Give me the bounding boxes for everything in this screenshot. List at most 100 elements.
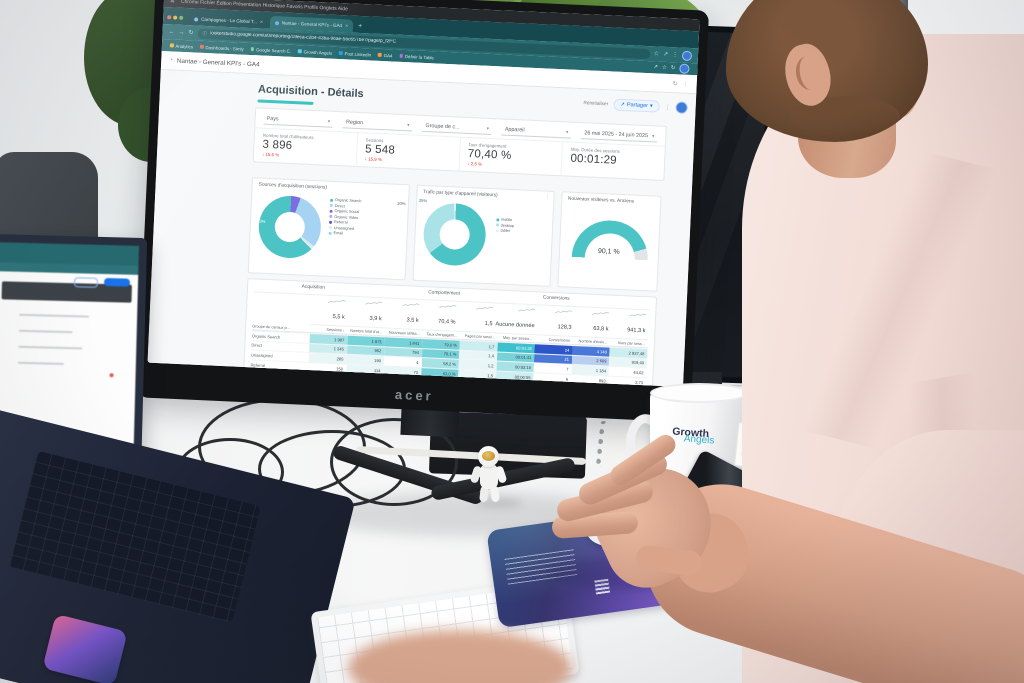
chevron-down-icon: ▾ [649, 103, 653, 110]
bookmark-label: Growth Angels [303, 48, 333, 56]
close-window-icon[interactable] [167, 15, 172, 20]
extensions-icon[interactable]: ↗ [662, 51, 669, 58]
legend-swatch-icon [330, 198, 334, 202]
table-cell: 24 [534, 344, 573, 355]
column-header[interactable]: Moy. par sessio... [502, 335, 533, 341]
bookmark-favicon-icon [399, 54, 404, 58]
donut-chart [257, 194, 323, 260]
table-cell: 952 [346, 345, 385, 356]
table-cell: 00:01:35 [497, 342, 536, 353]
filter-control[interactable]: Pays ▾ [263, 113, 334, 128]
tab-close-icon[interactable]: × [345, 22, 349, 29]
reload-icon[interactable]: ↻ [188, 30, 194, 37]
site-info-icon[interactable]: ⓘ [202, 30, 208, 36]
table-cell: 21 [534, 353, 573, 365]
legend-item: desktop [495, 223, 514, 228]
apple-menu-icon[interactable]: ⌘ [169, 0, 176, 5]
filter-kpi-panel: Pays ▾ Region ▾ Groupe de c... ▾ Apparei… [252, 107, 667, 181]
table-cell: 63,0 % [420, 367, 459, 379]
donut-label: 64% [537, 270, 546, 276]
column-header[interactable]: Vues par sess... [617, 340, 645, 346]
table-cell: 4 [533, 383, 571, 387]
column-header[interactable]: Nombre d'évén... [578, 338, 608, 345]
refresh-icon[interactable]: ↻ [672, 80, 678, 87]
report-menu-icon[interactable]: ⋮ [664, 104, 671, 111]
column-header[interactable]: Nombre total d'ut... [350, 328, 383, 334]
history-clock-icon[interactable]: ◔ [169, 57, 174, 64]
mug-rim [650, 383, 748, 403]
table-cell: 54,1 % [420, 377, 459, 387]
sync-icon[interactable]: ↻ [670, 65, 676, 72]
column-header[interactable]: Groupe de canaux p... [252, 323, 290, 330]
mug-logo-text: Angels [683, 433, 715, 447]
new-tab-icon[interactable]: + [357, 22, 363, 31]
cable [330, 418, 458, 506]
browser-profile-avatar[interactable] [681, 50, 693, 61]
forward-icon[interactable]: → [178, 29, 185, 36]
column-header[interactable]: Taux d'engagem... [426, 331, 458, 338]
laptop-outline-button [73, 277, 99, 288]
legend-item: Organic Video [329, 214, 361, 220]
bookmark-label: Google Search C. [256, 46, 292, 54]
bookmark-item[interactable]: Google Search C. [250, 46, 292, 54]
tab-title: Campagnes - Le Global T... [201, 16, 258, 25]
bookmark-favicon-icon [199, 44, 204, 49]
sparkline-icon [592, 311, 610, 315]
table-cell: 794 [384, 346, 423, 358]
bookmark-item[interactable]: Analytics [169, 43, 193, 49]
chart-title: Sources d'acquisition (sessions) [258, 182, 328, 191]
chart-card-device-traffic: Trafic par type d'appareil (visiteurs) ⋮… [412, 184, 555, 287]
summary-value: 941,3 k [626, 327, 646, 335]
tab-close-icon[interactable]: × [259, 18, 263, 26]
legend-swatch-icon [329, 203, 333, 207]
bookmark-favicon-icon [298, 49, 302, 54]
table-cell: 76,1 % [421, 348, 460, 359]
user-avatar[interactable] [675, 101, 688, 114]
table-cell: 1,5 [458, 369, 497, 380]
tab-favicon-icon [194, 16, 199, 22]
table-cell: 1,1 [486, 382, 493, 387]
legend-swatch-icon [495, 228, 499, 232]
browser-menu-icon[interactable]: ⋮ [671, 52, 679, 59]
table-cell: 00:02:19 [496, 361, 535, 372]
more-options-icon[interactable]: ⋮ [682, 81, 689, 88]
kpi-scorecard: Sessions 5 548 ↓ 15,9 % [355, 132, 460, 171]
share-button-label: Partager [626, 102, 649, 110]
bookmark-star-icon[interactable]: ☆ [653, 51, 660, 58]
bookmark-item[interactable]: Growth Angels [298, 48, 333, 56]
table-cell: 1,57 [608, 386, 646, 387]
table-cell: 893 [598, 377, 606, 384]
bookmark-item[interactable]: GA4 [378, 52, 393, 58]
table-cell: 285 [308, 353, 347, 364]
laptop-blue-button [103, 277, 131, 287]
column-header[interactable]: Sessions ↓ [326, 327, 345, 333]
filter-control[interactable]: 26 mai 2025 - 24 juin 2025 ▾ [580, 128, 658, 143]
tab-favicon-icon [274, 20, 279, 25]
legend-label: Organic Search [334, 198, 362, 204]
star-icon[interactable]: ☆ [661, 64, 667, 71]
expand-icon[interactable]: ↗ [653, 64, 659, 71]
share-button[interactable]: ↗ Partager ▾ [612, 98, 660, 113]
column-header[interactable]: Conversions [548, 337, 570, 343]
minimize-window-icon[interactable] [173, 15, 178, 20]
chart-options-icon[interactable]: ⋮ [544, 194, 551, 201]
tab-title: Nantae - General KPI's - GA4 [281, 20, 343, 29]
filter-control[interactable]: Appareil ▾ [501, 124, 572, 139]
legend-label: Organic Social [334, 208, 360, 215]
bookmark-item[interactable]: Dashboards - Simly [199, 44, 244, 51]
filter-control[interactable]: Groupe de c... ▾ [422, 120, 493, 136]
column-header[interactable]: Pages par sessi... [464, 333, 495, 339]
filter-control[interactable]: Region ▾ [342, 117, 413, 132]
back-icon[interactable]: ← [168, 28, 175, 36]
legend-swatch-icon [329, 220, 333, 224]
legend-item: Organic Search [330, 198, 362, 203]
zoom-window-icon[interactable] [179, 15, 184, 20]
bookmark-item[interactable]: Définir la Table [399, 53, 434, 60]
reset-button[interactable]: Réinitialiser [583, 100, 609, 107]
column-header[interactable]: Nouveaux utilisa... [388, 330, 420, 336]
account-badge[interactable] [679, 63, 690, 74]
table-cell: 00:01:41 [496, 352, 535, 363]
table-cell: 2 937,48 [609, 347, 648, 358]
bookmark-item[interactable]: Post LinkedIn [339, 51, 371, 57]
window-controls[interactable] [167, 15, 184, 20]
